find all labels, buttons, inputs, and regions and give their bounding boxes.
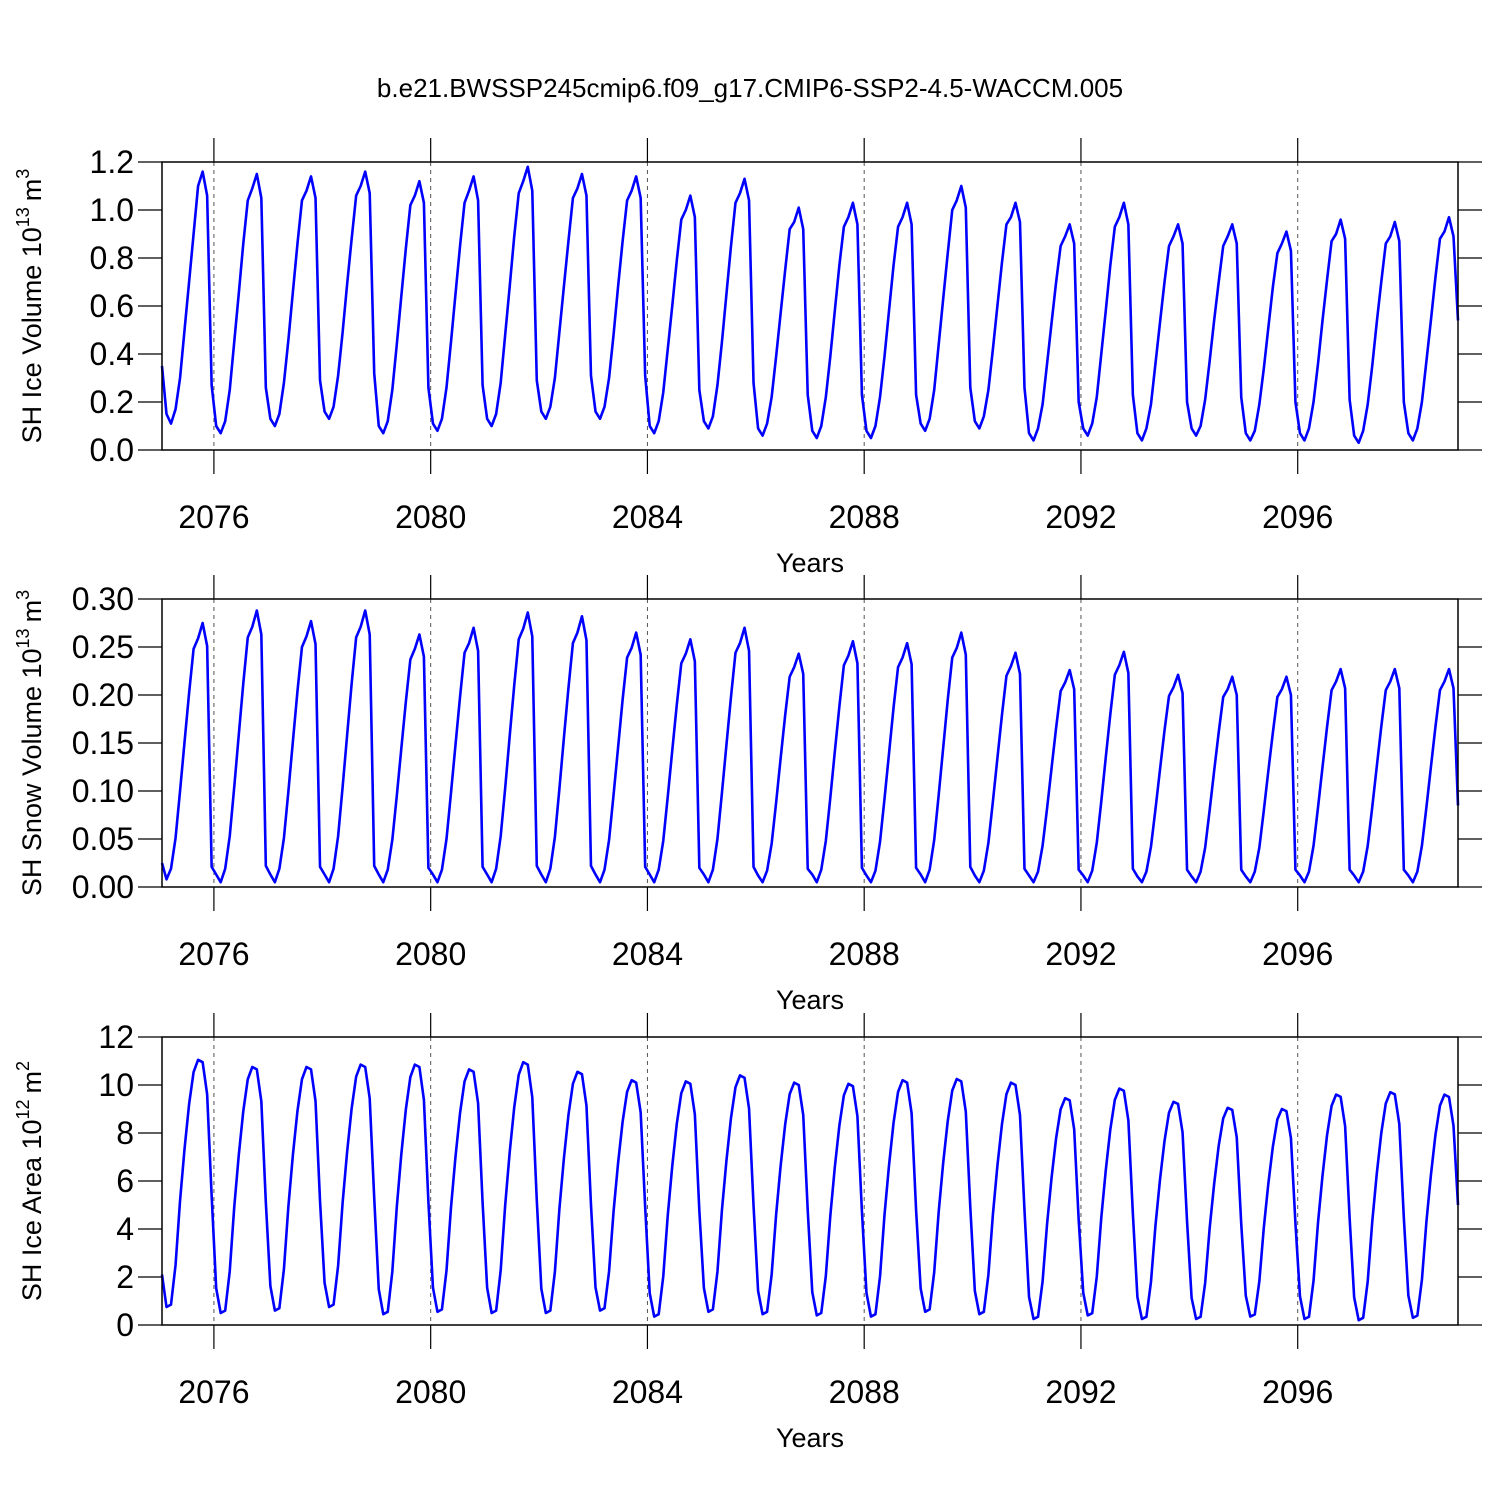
y-tick-label: 0.10 [72, 773, 134, 809]
y-tick-label: 0.6 [90, 288, 134, 324]
y-axis-label: SH Ice Volume 1013 m3 [13, 169, 47, 444]
x-tick-label: 2080 [395, 1374, 466, 1410]
x-tick-label: 2096 [1262, 499, 1333, 535]
y-axis-label-exponent: 3 [13, 590, 33, 600]
x-axis-label: Years [776, 548, 844, 578]
y-axis-label-exponent: 3 [13, 169, 33, 179]
y-tick-label: 0.25 [72, 629, 134, 665]
y-axis-label-part: m [17, 179, 47, 202]
x-tick-label: 2084 [612, 936, 683, 972]
y-tick-label: 4 [116, 1211, 134, 1247]
panel: 2076 2080 2084 2088 2092 2096 0.00 0.05 0.10 0.15… [13, 575, 1482, 1015]
y-axis-label-part: SH Ice Area 10 [17, 1119, 47, 1301]
y-axis-label-exponent: 12 [13, 1099, 33, 1119]
panel: 2076 2080 2084 2088 2092 2096 0.0 0.2 0.4 0.6 0.8 1… [13, 138, 1482, 578]
y-tick-label: 0.30 [72, 581, 134, 617]
x-tick-label: 2096 [1262, 1374, 1333, 1410]
y-tick-label: 6 [116, 1163, 134, 1199]
y-axis-label: SH Snow Volume 1013 m3 [13, 590, 47, 896]
x-tick-label: 2084 [612, 1374, 683, 1410]
x-tick-label: 2076 [178, 499, 249, 535]
data-line [160, 165, 1460, 445]
plot-frame [161, 598, 1459, 888]
x-tick-label: 2096 [1262, 936, 1333, 972]
x-tick-label: 2092 [1045, 1374, 1116, 1410]
y-axis-label-part: SH Ice Volume 10 [17, 227, 47, 443]
y-axis-label-exponent: 13 [13, 628, 33, 648]
plot-frame [161, 1036, 1459, 1326]
y-tick-label: 1.2 [90, 144, 134, 180]
y-tick-label: 0.15 [72, 725, 134, 761]
x-axis-label: Years [776, 1423, 844, 1453]
y-axis-label-exponent: 2 [13, 1061, 33, 1071]
y-axis-label-part: m [17, 1071, 47, 1094]
y-axis-label: SH Ice Area 1012 m2 [13, 1061, 47, 1301]
plot-frame [161, 161, 1459, 451]
y-tick-label: 0 [116, 1307, 134, 1343]
x-tick-label: 2076 [178, 936, 249, 972]
data-line [160, 609, 1460, 884]
y-axis-label-part: SH Snow Volume 10 [17, 648, 47, 896]
x-tick-label: 2084 [612, 499, 683, 535]
y-tick-label: 10 [98, 1067, 134, 1103]
data-line [160, 1058, 1460, 1322]
y-axis-label-exponent: 13 [13, 207, 33, 227]
x-tick-label: 2076 [178, 1374, 249, 1410]
y-tick-label: 1.0 [90, 192, 134, 228]
x-tick-label: 2092 [1045, 499, 1116, 535]
x-tick-label: 2080 [395, 499, 466, 535]
y-tick-label: 0.20 [72, 677, 134, 713]
y-tick-label: 0.00 [72, 869, 134, 905]
y-tick-label: 0.8 [90, 240, 134, 276]
y-axis-label-part: m [17, 600, 47, 623]
y-tick-label: 12 [98, 1019, 134, 1055]
x-tick-label: 2088 [829, 1374, 900, 1410]
y-tick-label: 0.4 [90, 336, 134, 372]
y-tick-label: 0.0 [90, 432, 134, 468]
x-tick-label: 2088 [829, 499, 900, 535]
y-tick-label: 8 [116, 1115, 134, 1151]
x-tick-label: 2088 [829, 936, 900, 972]
x-axis-label: Years [776, 985, 844, 1015]
panel: 2076 2080 2084 2088 2092 2096 0 2 4 6 8 10 12 Years SH… [13, 1013, 1482, 1453]
y-tick-label: 2 [116, 1259, 134, 1295]
x-tick-label: 2080 [395, 936, 466, 972]
x-tick-label: 2092 [1045, 936, 1116, 972]
chart-title: b.e21.BWSSP245cmip6.f09_g17.CMIP6-SSP2-4… [377, 73, 1123, 103]
y-tick-label: 0.2 [90, 384, 134, 420]
y-tick-label: 0.05 [72, 821, 134, 857]
